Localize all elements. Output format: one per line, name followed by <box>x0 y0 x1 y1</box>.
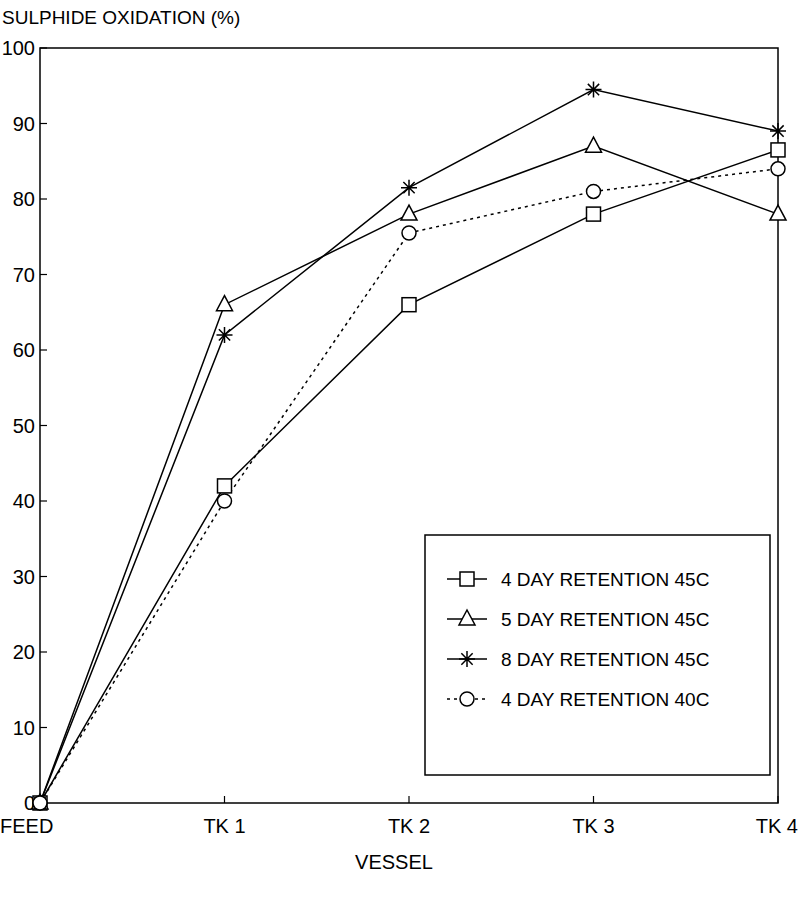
y-tick <box>40 274 47 275</box>
x-tick-label: TK 4 <box>756 815 798 837</box>
x-tick-label: TK 2 <box>388 815 430 837</box>
y-tick <box>40 500 47 501</box>
chart-root: 0102030405060708090100FEEDTK 1TK 2TK 3TK… <box>0 0 800 897</box>
y-axis-title: SULPHIDE OXIDATION (%) <box>2 7 240 28</box>
series-marker <box>33 796 47 810</box>
y-tick <box>40 576 47 577</box>
y-tick <box>40 349 47 350</box>
chart-svg: 0102030405060708090100FEEDTK 1TK 2TK 3TK… <box>0 0 800 897</box>
y-tick <box>40 727 47 728</box>
series-marker <box>771 143 785 157</box>
legend-label: 5 DAY RETENTION 45C <box>501 609 709 630</box>
series-line <box>40 169 778 803</box>
x-tick <box>408 796 409 803</box>
x-tick <box>777 796 778 803</box>
y-tick-label: 40 <box>13 490 35 512</box>
series-marker <box>770 123 786 139</box>
legend-marker <box>460 572 474 586</box>
series-marker <box>587 207 601 221</box>
series-marker <box>402 226 416 240</box>
series-marker <box>402 298 416 312</box>
x-tick <box>593 796 594 803</box>
series-marker <box>770 205 786 220</box>
series-marker <box>401 205 417 220</box>
series-marker <box>32 794 48 809</box>
y-tick-label: 20 <box>13 641 35 663</box>
legend-label: 4 DAY RETENTION 45C <box>501 569 709 590</box>
series-marker <box>586 82 602 98</box>
y-tick <box>40 198 47 199</box>
series-marker <box>217 327 233 343</box>
series-marker <box>33 796 47 810</box>
series-marker <box>587 184 601 198</box>
y-tick <box>40 425 47 426</box>
series-marker <box>218 479 232 493</box>
legend-marker <box>460 692 474 706</box>
series-marker <box>586 137 602 152</box>
series-line <box>40 150 778 803</box>
series-marker <box>218 494 232 508</box>
legend-marker <box>459 610 475 625</box>
legend-label: 4 DAY RETENTION 40C <box>501 689 709 710</box>
y-tick-label: 30 <box>13 566 35 588</box>
y-tick-label: 100 <box>2 37 35 59</box>
series-marker <box>401 180 417 196</box>
series-marker <box>771 162 785 176</box>
y-tick-label: 70 <box>13 264 35 286</box>
x-axis-title: VESSEL <box>355 851 433 873</box>
x-tick <box>224 796 225 803</box>
series-line <box>40 90 778 803</box>
legend-marker <box>459 651 475 667</box>
legend: 4 DAY RETENTION 45C 5 DAY RETENTION 45C 8 … <box>425 535 770 775</box>
y-tick <box>40 47 47 48</box>
y-tick <box>40 123 47 124</box>
series-marker <box>32 795 48 811</box>
y-tick-label: 50 <box>13 415 35 437</box>
y-tick <box>40 651 47 652</box>
legend-label: 8 DAY RETENTION 45C <box>501 649 709 670</box>
y-tick-label: 80 <box>13 188 35 210</box>
series-line <box>40 146 778 803</box>
series-marker <box>217 296 233 311</box>
x-tick-label: TK 1 <box>203 815 245 837</box>
plot-frame <box>40 48 778 803</box>
plot-area <box>32 82 786 811</box>
y-tick-label: 60 <box>13 339 35 361</box>
x-tick-label: TK 3 <box>572 815 614 837</box>
y-tick-label: 10 <box>13 717 35 739</box>
y-tick-label: 90 <box>13 113 35 135</box>
x-tick-label: FEED <box>0 815 53 837</box>
legend-box <box>425 535 770 775</box>
